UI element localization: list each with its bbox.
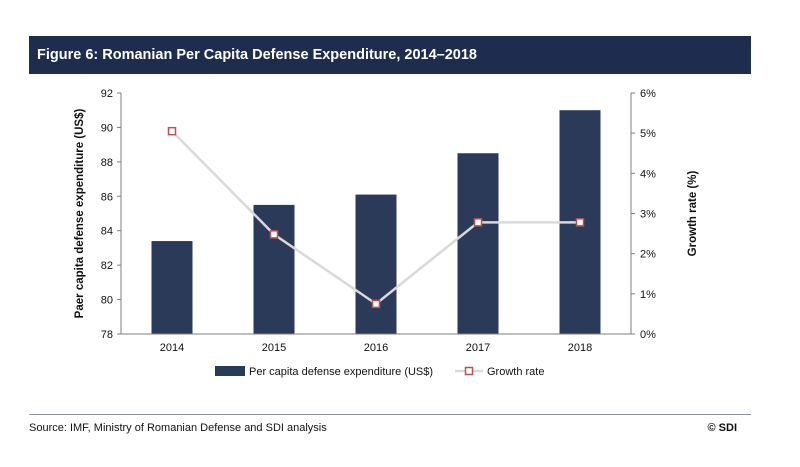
left-tick-label: 84 bbox=[101, 226, 113, 238]
left-tick-label: 88 bbox=[101, 157, 113, 169]
growth-marker-2014 bbox=[167, 126, 177, 136]
legend-bar-swatch bbox=[215, 366, 245, 376]
growth-marker-2017 bbox=[473, 218, 483, 227]
x-tick-label: 2014 bbox=[160, 342, 184, 354]
bar-2015 bbox=[253, 204, 295, 334]
left-axis-title: Paer capita defense expenditure (US$) bbox=[74, 109, 86, 319]
legend-line-label: Growth rate bbox=[487, 366, 544, 378]
right-tick-label: 4% bbox=[640, 168, 656, 180]
bar-2017 bbox=[457, 153, 499, 334]
chart-title: Figure 6: Romanian Per Capita Defense Ex… bbox=[37, 47, 477, 63]
right-tick-label: 3% bbox=[640, 209, 656, 221]
left-tick-label: 78 bbox=[101, 329, 113, 341]
copyright-mark: © SDI bbox=[707, 422, 738, 434]
right-tick-label: 0% bbox=[640, 329, 656, 341]
chart-area: 78 80 82 84 86 88 90 92 0% 1% 2% 3% 4% 5% 6% 2014 2015 20… bbox=[74, 88, 699, 378]
chart-footer: Source: IMF, Ministry of Romanian Defens… bbox=[29, 414, 751, 441]
growth-marker-2016 bbox=[371, 299, 381, 309]
x-tick-label: 2017 bbox=[466, 342, 490, 354]
left-tick-label: 80 bbox=[101, 295, 113, 307]
x-tick-label: 2018 bbox=[568, 342, 592, 354]
bar-2016 bbox=[355, 194, 397, 334]
figure-panel: Figure 6: Romanian Per Capita Defense Ex… bbox=[29, 36, 751, 440]
left-tick-label: 90 bbox=[101, 122, 113, 134]
title-bar: Figure 6: Romanian Per Capita Defense Ex… bbox=[29, 36, 751, 74]
right-tick-label: 1% bbox=[640, 289, 656, 301]
x-tick-label: 2016 bbox=[364, 342, 388, 354]
growth-marker-2015 bbox=[269, 230, 279, 239]
growth-marker-2018 bbox=[575, 218, 585, 227]
legend-bar-label: Per capita defense expenditure (US$) bbox=[249, 366, 433, 378]
bar-2014 bbox=[151, 241, 193, 334]
right-tick-label: 2% bbox=[640, 249, 656, 261]
right-axis-title: Growth rate (%) bbox=[687, 171, 699, 257]
left-tick-label: 86 bbox=[101, 191, 113, 203]
left-tick-label: 82 bbox=[101, 260, 113, 272]
right-tick-label: 6% bbox=[640, 88, 656, 100]
source-note: Source: IMF, Ministry of Romanian Defens… bbox=[29, 422, 327, 434]
right-tick-label: 5% bbox=[640, 128, 656, 140]
legend-line-marker bbox=[464, 366, 474, 376]
x-tick-label: 2015 bbox=[262, 342, 286, 354]
left-tick-label: 92 bbox=[101, 88, 113, 100]
